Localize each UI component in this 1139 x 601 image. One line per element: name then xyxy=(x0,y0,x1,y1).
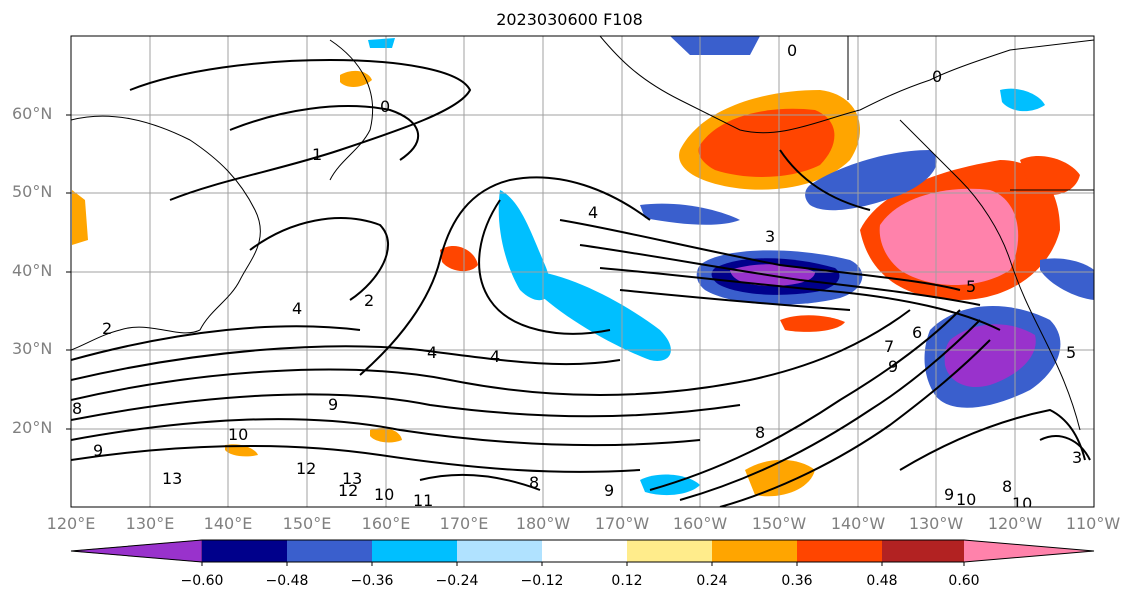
contour-label: 12 xyxy=(296,459,316,478)
lon-label: 160°E xyxy=(361,514,411,533)
coastlines xyxy=(71,36,1094,431)
contour-label: 5 xyxy=(966,277,976,296)
contour-label: 3 xyxy=(765,227,775,246)
lon-label: 130°E xyxy=(125,514,175,533)
contour-label: 0 xyxy=(932,67,942,86)
contour-label: 3 xyxy=(1072,448,1082,467)
lon-label: 180°W xyxy=(515,514,571,533)
contour-label: 2 xyxy=(364,291,374,310)
contour-label: 8 xyxy=(755,423,765,442)
map-plot-area: 0 0 0 1 2 2 3 3 4 4 4 4 5 5 6 7 8 8 8 8 … xyxy=(71,36,1094,513)
contour-label: 9 xyxy=(944,485,954,504)
colorbar-segment xyxy=(202,540,287,562)
contour-label: 4 xyxy=(292,299,302,318)
lat-label: 50°N xyxy=(12,182,53,201)
colorbar-tick-label: 0.12 xyxy=(611,573,643,589)
colorbar-tick-label: −0.24 xyxy=(435,573,479,589)
contour-label: 13 xyxy=(162,469,182,488)
colorbar-segment xyxy=(882,540,964,562)
colorbar-tick-label: 0.36 xyxy=(781,573,813,589)
lon-label: 150°W xyxy=(751,514,807,533)
contour-label: 9 xyxy=(888,357,898,376)
graticule xyxy=(71,36,1094,507)
lon-label: 120°E xyxy=(46,514,96,533)
contour-label: 10 xyxy=(374,485,394,504)
contour-label: 4 xyxy=(490,347,500,366)
colorbar-tick-label: −0.36 xyxy=(350,573,394,589)
map-title: 2023030600 F108 xyxy=(496,10,643,29)
lon-label: 110°W xyxy=(1065,514,1121,533)
colorbar-segment xyxy=(964,540,1094,562)
contour-label: 4 xyxy=(427,343,437,362)
lon-label: 140°W xyxy=(830,514,886,533)
colorbar-tick-label: 0.48 xyxy=(866,573,898,589)
contour-label: 5 xyxy=(1066,343,1076,362)
colorbar-segment xyxy=(70,539,203,563)
colorbar-tick-label: 0.60 xyxy=(948,573,980,589)
colorbar-tick-label: −0.12 xyxy=(520,573,564,589)
contour-label: 8 xyxy=(1002,477,1012,496)
contour-label: 10 xyxy=(228,425,248,444)
contour-label: 12 xyxy=(338,481,358,500)
lat-label: 30°N xyxy=(12,339,53,358)
contour-label: 10 xyxy=(1012,494,1032,513)
colorbar-segment xyxy=(712,540,797,562)
contour-label: 13 xyxy=(342,469,362,488)
contour-label: 9 xyxy=(93,441,103,460)
colorbar-segment xyxy=(542,540,627,562)
contour-label: 11 xyxy=(413,491,433,510)
colorbar-tick-label: −0.48 xyxy=(265,573,309,589)
contour-label: 6 xyxy=(912,323,922,342)
colorbar-tick-label: −0.60 xyxy=(180,573,224,589)
contour-label: 0 xyxy=(380,97,390,116)
colorbar-segment xyxy=(287,540,372,562)
colorbar-segment xyxy=(797,540,882,562)
colorbar xyxy=(70,539,1095,566)
colorbar-tick-label: 0.24 xyxy=(696,573,728,589)
contour-label: 2 xyxy=(102,319,112,338)
contour-label: 0 xyxy=(787,41,797,60)
lon-label: 140°E xyxy=(203,514,253,533)
lon-label: 150°E xyxy=(282,514,332,533)
colorbar-segment xyxy=(457,540,542,562)
lon-label: 170°W xyxy=(594,514,650,533)
contour-label: 4 xyxy=(588,203,598,222)
lon-label: 160°W xyxy=(672,514,728,533)
lat-label: 40°N xyxy=(12,261,53,280)
height-contours xyxy=(71,58,1091,507)
lon-label: 170°E xyxy=(439,514,489,533)
contour-label: 9 xyxy=(604,481,614,500)
contour-label: 1 xyxy=(312,145,322,164)
lon-label: 130°W xyxy=(908,514,964,533)
colorbar-segment xyxy=(627,540,712,562)
contour-label: 10 xyxy=(956,490,976,509)
contour-labels: 0 0 0 1 2 2 3 3 4 4 4 4 5 5 6 7 8 8 8 8 … xyxy=(72,41,1082,513)
lon-label: 120°W xyxy=(987,514,1043,533)
contour-label: 7 xyxy=(884,337,894,356)
contour-label: 9 xyxy=(328,395,338,414)
lat-label: 20°N xyxy=(12,418,53,437)
colorbar-segment xyxy=(372,540,457,562)
contour-label: 8 xyxy=(72,399,82,418)
axis-ticks xyxy=(66,114,71,430)
contour-label: 8 xyxy=(529,473,539,492)
lat-label: 60°N xyxy=(12,104,53,123)
